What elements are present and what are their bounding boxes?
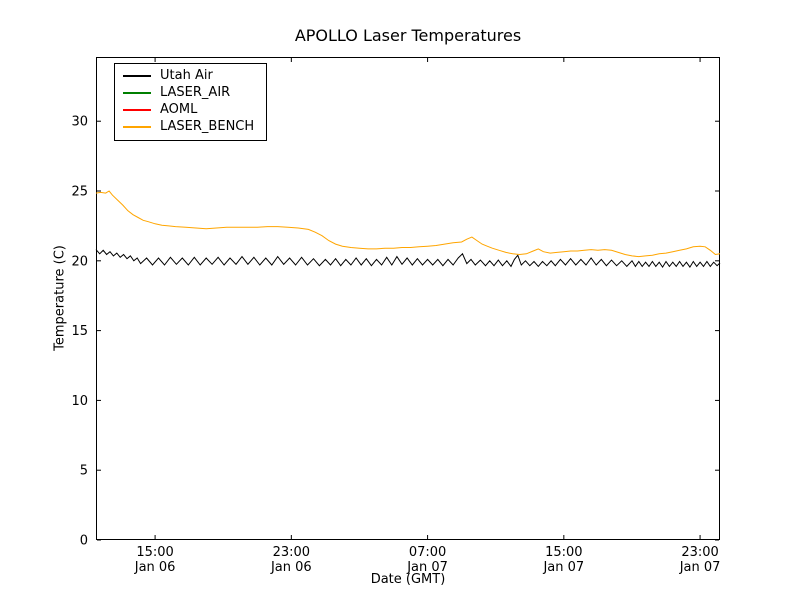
y-tick-label: 15 xyxy=(71,324,88,339)
y-tick-label: 10 xyxy=(71,394,88,409)
y-tick-label: 25 xyxy=(71,185,88,200)
x-tick-time-label: 07:00 xyxy=(409,545,446,560)
x-tick-date-label: Jan 07 xyxy=(679,560,721,575)
x-tick-date-label: Jan 07 xyxy=(406,560,448,575)
legend-label: LASER_BENCH xyxy=(160,119,255,134)
x-tick-date-label: Jan 07 xyxy=(542,560,584,575)
x-tick-time-label: 15:00 xyxy=(545,545,582,560)
legend-item: AOML xyxy=(123,103,254,117)
x-tick-time-label: 23:00 xyxy=(681,545,718,560)
legend-line-sample xyxy=(123,92,151,94)
series-line-laser-bench xyxy=(95,190,721,258)
x-tick-time-label: 23:00 xyxy=(273,545,310,560)
y-tick-label: 30 xyxy=(71,115,88,130)
legend-line-sample xyxy=(123,75,151,77)
legend-item: Utah Air xyxy=(123,69,254,83)
legend: Utah Air LASER_AIR AOML LASER_BENCH xyxy=(114,63,268,141)
legend-item: LASER_AIR xyxy=(123,86,254,100)
chart-title: APOLLO Laser Temperatures xyxy=(294,26,522,45)
series-line-utah-air xyxy=(95,249,721,269)
y-tick-label: 5 xyxy=(80,464,88,479)
x-tick-time-label: 15:00 xyxy=(136,545,173,560)
y-tick-label: 20 xyxy=(71,254,88,269)
x-tick-date-label: Jan 06 xyxy=(270,560,312,575)
x-axis-label: Date (GMT) xyxy=(370,572,446,587)
y-axis-label: Temperature (C) xyxy=(52,245,68,351)
legend-line-sample xyxy=(123,126,151,128)
legend-label: Utah Air xyxy=(160,68,213,83)
legend-item: LASER_BENCH xyxy=(123,120,254,134)
legend-label: AOML xyxy=(160,102,198,117)
legend-line-sample xyxy=(123,109,151,111)
x-tick-date-label: Jan 06 xyxy=(134,560,176,575)
legend-label: LASER_AIR xyxy=(160,85,231,100)
y-tick-label: 0 xyxy=(80,534,88,549)
